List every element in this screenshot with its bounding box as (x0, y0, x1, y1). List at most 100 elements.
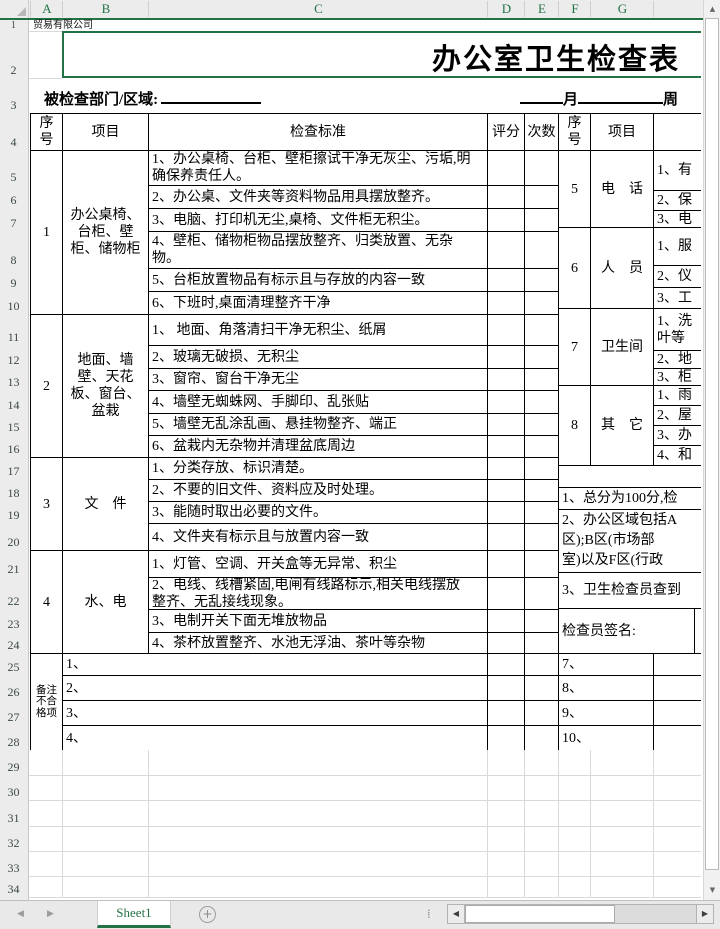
count-cell[interactable] (525, 414, 559, 436)
count-cell[interactable] (525, 654, 559, 676)
row-header-16[interactable]: 16 (7, 442, 20, 456)
scroll-down-button[interactable]: ▼ (705, 882, 720, 898)
count-cell[interactable] (525, 726, 559, 750)
row-header-5[interactable]: 5 (10, 170, 17, 184)
note-2[interactable]: 2、办公区域包括A 区);B区(市场部 室)以及F区(行政 (559, 510, 701, 573)
remark-right-10[interactable]: 10、 (559, 726, 654, 750)
row-header-23[interactable]: 23 (7, 617, 20, 631)
section-7-name[interactable]: 卫生间 (591, 309, 654, 386)
row-header-25[interactable]: 25 (7, 660, 20, 674)
section-5-no[interactable]: 5 (559, 151, 591, 228)
remark-spacer-cell[interactable] (654, 654, 701, 676)
row-header-17[interactable]: 17 (7, 464, 20, 478)
row-header-11[interactable]: 11 (7, 330, 20, 344)
row-header-6[interactable]: 6 (10, 193, 17, 207)
row-header-34[interactable]: 34 (7, 882, 20, 896)
standard-cell-clipped[interactable]: 1、有 (654, 151, 701, 191)
period-row[interactable]: 月周 (520, 87, 678, 109)
score-cell[interactable] (488, 480, 525, 502)
row-header-32[interactable]: 32 (7, 836, 20, 850)
row-header-29[interactable]: 29 (7, 760, 20, 774)
sheet-title-cell[interactable]: 办公室卫生检查表 (432, 44, 681, 76)
count-cell[interactable] (525, 369, 559, 391)
count-cell[interactable] (525, 480, 559, 502)
standard-cell[interactable]: 4、茶杯放置整齐、水池无浮油、茶叶等杂物 (149, 633, 488, 654)
standard-cell[interactable]: 4、文件夹有标示且与放置内容一致 (149, 524, 488, 551)
row-header-30[interactable]: 30 (7, 785, 20, 799)
standard-cell-clipped[interactable]: 2、仪 (654, 266, 701, 288)
standard-cell-clipped[interactable]: 1、洗 叶等 (654, 309, 701, 351)
count-cell[interactable] (525, 269, 559, 292)
row-header-27[interactable]: 27 (7, 710, 20, 724)
score-cell[interactable] (488, 524, 525, 551)
remark-spacer-cell[interactable] (654, 726, 701, 750)
row-header-21[interactable]: 21 (7, 562, 20, 576)
standard-cell-clipped[interactable]: 3、办 (654, 426, 701, 446)
note-1[interactable]: 1、总分为100分,检 (559, 488, 701, 510)
count-cell[interactable] (525, 458, 559, 480)
row-header-28[interactable]: 28 (7, 735, 20, 749)
remark-right-9[interactable]: 9、 (559, 701, 654, 726)
score-cell[interactable] (488, 633, 525, 654)
score-cell[interactable] (488, 436, 525, 458)
standard-cell-clipped[interactable]: 1、雨 (654, 386, 701, 406)
standard-cell[interactable]: 4、壁柜、储物柜物品摆放整齐、归类放置、无杂物。 (149, 232, 488, 269)
standard-cell[interactable]: 5、台柜放置物品有标示且与存放的内容一致 (149, 269, 488, 292)
standard-cell[interactable]: 2、不要的旧文件、资料应及时处理。 (149, 480, 488, 502)
count-cell[interactable] (525, 209, 559, 232)
remark-left-3[interactable]: 3、 (63, 701, 488, 726)
section-3-name[interactable]: 文 件 (63, 458, 149, 551)
scroll-up-button[interactable]: ▲ (705, 1, 720, 17)
column-header-e[interactable]: E (524, 1, 559, 17)
score-cell[interactable] (488, 391, 525, 414)
standard-cell[interactable]: 2、电线、线槽紧固,电闸有线路标示,相关电线摆放整齐、无乱接线现象。 (149, 578, 488, 610)
remark-left-2[interactable]: 2、 (63, 676, 488, 701)
score-cell[interactable] (488, 292, 525, 315)
score-cell[interactable] (488, 186, 525, 209)
column-header-f[interactable]: F (558, 1, 591, 17)
row-header-31[interactable]: 31 (7, 811, 20, 825)
standard-cell[interactable]: 3、窗帘、窗台干净无尘 (149, 369, 488, 391)
section-7-no[interactable]: 7 (559, 309, 591, 386)
standard-cell-clipped[interactable]: 2、屋 (654, 406, 701, 426)
standard-cell-clipped[interactable]: 3、工 (654, 288, 701, 309)
section-2-name[interactable]: 地面、墙壁、天花板、窗台、盆栽 (63, 315, 149, 458)
score-cell[interactable] (488, 414, 525, 436)
standard-cell[interactable]: 1、办公桌椅、台柜、壁柜擦试干净无灰尘、污垢,明确保养责任人。 (149, 151, 488, 186)
remark-right-8[interactable]: 8、 (559, 676, 654, 701)
score-cell[interactable] (488, 315, 525, 346)
row-header-33[interactable]: 33 (7, 861, 20, 875)
row-header-26[interactable]: 26 (7, 685, 20, 699)
remark-left-1[interactable]: 1、 (63, 654, 488, 676)
standard-cell-clipped[interactable]: 3、柜 (654, 369, 701, 386)
count-cell[interactable] (525, 610, 559, 633)
row-header-13[interactable]: 13 (7, 375, 20, 389)
section-6-name[interactable]: 人 员 (591, 228, 654, 309)
count-cell[interactable] (525, 315, 559, 346)
add-sheet-button[interactable]: + (199, 906, 216, 923)
standard-cell[interactable]: 2、玻璃无破损、无积尘 (149, 346, 488, 369)
column-header-b[interactable]: B (62, 1, 149, 17)
standard-cell[interactable]: 6、下班时,桌面清理整齐干净 (149, 292, 488, 315)
standard-cell[interactable]: 1、灯管、空调、开关盒等无异常、积尘 (149, 551, 488, 578)
section-2-no[interactable]: 2 (31, 315, 63, 458)
sign-spacer-cell[interactable] (695, 609, 701, 654)
standard-cell[interactable]: 1、 地面、角落清扫干净无积尘、纸屑 (149, 315, 488, 346)
standard-cell-clipped[interactable]: 1、服 (654, 228, 701, 266)
standard-cell-clipped[interactable]: 3、电 (654, 211, 701, 228)
score-cell[interactable] (488, 269, 525, 292)
remark-left-4[interactable]: 4、 (63, 726, 488, 750)
standard-cell[interactable]: 3、能随时取出必要的文件。 (149, 502, 488, 524)
row-header-4[interactable]: 4 (10, 135, 17, 149)
sheet-tab-active[interactable]: Sheet1 (97, 901, 171, 928)
row-header-12[interactable]: 12 (7, 353, 20, 367)
standard-cell[interactable]: 2、办公桌、文件夹等资料物品用具摆放整齐。 (149, 186, 488, 209)
standard-cell[interactable]: 4、墙壁无蜘蛛网、手脚印、乱张贴 (149, 391, 488, 414)
vertical-scrollbar[interactable]: ▲ ▼ (703, 0, 720, 900)
row-header-24[interactable]: 24 (7, 638, 20, 652)
count-cell[interactable] (525, 676, 559, 701)
select-all-corner[interactable] (0, 0, 29, 18)
row-header-7[interactable]: 7 (10, 216, 17, 230)
standard-cell[interactable]: 1、分类存放、标识清楚。 (149, 458, 488, 480)
remark-right-7[interactable]: 7、 (559, 654, 654, 676)
